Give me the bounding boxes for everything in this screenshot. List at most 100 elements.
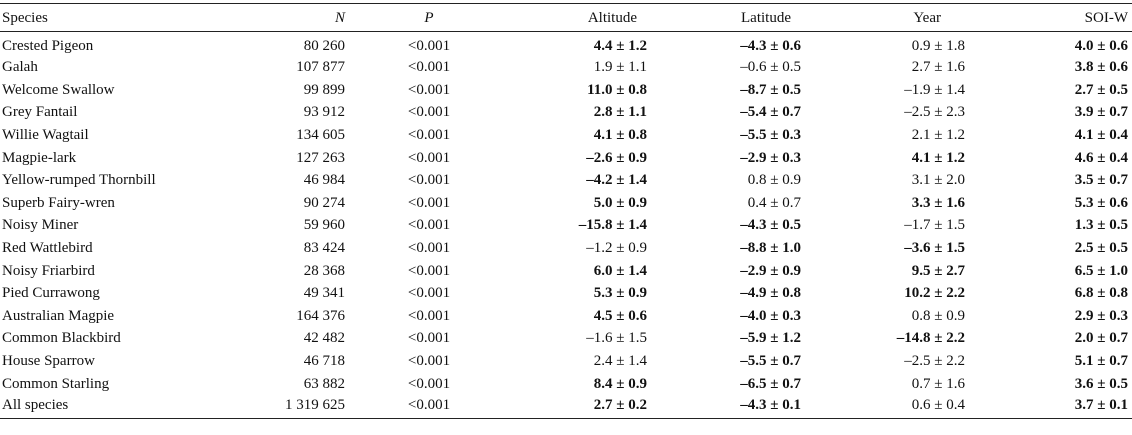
table-header: Species N P Altitude Latitude Year SOI-W (0, 3, 1132, 32)
cell-n: 164 376 (296, 307, 345, 324)
cell-year: 3.1 ± 2.0 (911, 172, 965, 189)
cell-species: Yellow-rumped Thornbill (2, 172, 156, 189)
cell-soi: 3.8 ± 0.6 (1074, 59, 1128, 76)
cell-species: Red Wattlebird (2, 240, 93, 257)
cell-soi: 4.0 ± 0.6 (1074, 38, 1128, 54)
header-year: Year (815, 3, 985, 32)
cell-p: <0.001 (407, 307, 451, 324)
cell-n: 63 882 (303, 375, 345, 392)
cell-latitude: –5.5 ± 0.7 (740, 353, 801, 370)
cell-n: 83 424 (303, 240, 345, 257)
cell-species: Grey Fantail (2, 104, 78, 121)
cell-p: <0.001 (407, 353, 451, 370)
header-latitude: Latitude (657, 3, 815, 32)
table-row: Superb Fairy-wren 90 274 <0.001 5.0 ± 0.9 0.… (0, 192, 1132, 215)
cell-altitude: 1.9 ± 1.1 (593, 59, 647, 76)
table-row: Willie Wagtail 134 605 <0.001 4.1 ± 0.8 –5.5… (0, 124, 1132, 147)
cell-species: Noisy Miner (2, 217, 79, 234)
header-soi: SOI-W (985, 3, 1132, 32)
cell-species: Noisy Friarbird (2, 262, 95, 279)
cell-p: <0.001 (407, 59, 451, 76)
cell-year: –1.9 ± 1.4 (904, 81, 965, 98)
cell-p: <0.001 (407, 285, 451, 302)
header-species: Species (0, 3, 210, 32)
cell-n: 49 341 (303, 285, 345, 302)
table-row: Common Starling 63 882 <0.001 8.4 ± 0.9 –6.5… (0, 372, 1132, 395)
header-n: N (210, 3, 355, 32)
cell-year: 2.1 ± 1.2 (911, 127, 965, 144)
table-row: All species 1 319 625 <0.001 2.7 ± 0.2 –4.3 … (0, 394, 1132, 419)
cell-latitude: –5.5 ± 0.3 (740, 127, 801, 144)
cell-p: <0.001 (407, 81, 451, 98)
cell-soi: 3.7 ± 0.1 (985, 394, 1132, 419)
cell-n: 134 605 (296, 127, 345, 144)
cell-altitude: 4.5 ± 0.6 (593, 307, 647, 324)
cell-soi: 6.8 ± 0.8 (1074, 285, 1128, 302)
cell-latitude: –4.9 ± 0.8 (740, 285, 801, 302)
cell-n: 99 899 (303, 81, 345, 98)
cell-year: –2.5 ± 2.3 (904, 104, 965, 121)
cell-species: All species (0, 394, 210, 419)
table-row: Red Wattlebird 83 424 <0.001 –1.2 ± 0.9 –8.8… (0, 237, 1132, 260)
cell-p: <0.001 (407, 240, 451, 257)
cell-p: <0.001 (407, 194, 451, 211)
cell-year: 4.1 ± 1.2 (911, 149, 965, 166)
cell-p: <0.001 (407, 38, 451, 54)
cell-n: 46 984 (303, 172, 345, 189)
cell-soi: 1.3 ± 0.5 (1074, 217, 1128, 234)
table-row: Noisy Friarbird 28 368 <0.001 6.0 ± 1.4 –2.9… (0, 259, 1132, 282)
cell-n: 59 960 (303, 217, 345, 234)
cell-latitude: –4.0 ± 0.3 (740, 307, 801, 324)
cell-soi: 4.1 ± 0.4 (1074, 127, 1128, 144)
cell-year: –1.7 ± 1.5 (904, 217, 965, 234)
cell-n: 28 368 (303, 262, 345, 279)
table-row: Pied Currawong 49 341 <0.001 5.3 ± 0.9 –4.9 … (0, 282, 1132, 305)
cell-p: <0.001 (407, 104, 451, 121)
cell-species: Common Blackbird (2, 330, 121, 347)
cell-soi: 3.6 ± 0.5 (1074, 375, 1128, 392)
cell-year: 0.6 ± 0.4 (815, 394, 985, 419)
cell-altitude: 4.1 ± 0.8 (593, 127, 647, 144)
table-row: Welcome Swallow 99 899 <0.001 11.0 ± 0.8 –8.… (0, 79, 1132, 102)
cell-latitude: –4.3 ± 0.6 (740, 38, 801, 54)
cell-species: Pied Currawong (2, 285, 100, 302)
cell-soi: 3.5 ± 0.7 (1074, 172, 1128, 189)
cell-latitude: –4.3 ± 0.5 (740, 217, 801, 234)
cell-latitude: –8.7 ± 0.5 (740, 81, 801, 98)
cell-p: <0.001 (407, 127, 451, 144)
cell-latitude: –2.9 ± 0.9 (740, 262, 801, 279)
cell-altitude: –1.2 ± 0.9 (586, 240, 647, 257)
table-row: Common Blackbird 42 482 <0.001 –1.6 ± 1.5 –5… (0, 327, 1132, 350)
table-row: Crested Pigeon 80 260 <0.001 4.4 ± 1.2 –4.3 … (0, 32, 1132, 57)
cell-n: 107 877 (296, 59, 345, 76)
cell-n: 90 274 (303, 194, 345, 211)
cell-species: Australian Magpie (2, 307, 115, 324)
cell-latitude: –0.6 ± 0.5 (740, 59, 801, 76)
cell-year: 0.7 ± 1.6 (911, 375, 965, 392)
table-row: House Sparrow 46 718 <0.001 2.4 ± 1.4 –5.5 ±… (0, 350, 1132, 373)
cell-latitude: 0.4 ± 0.7 (747, 194, 801, 211)
cell-species: Common Starling (2, 375, 110, 392)
cell-altitude: 2.4 ± 1.4 (593, 353, 647, 370)
cell-altitude: 5.3 ± 0.9 (593, 285, 647, 302)
cell-p: <0.001 (407, 172, 451, 189)
cell-altitude: 6.0 ± 1.4 (593, 262, 647, 279)
cell-latitude: –6.5 ± 0.7 (740, 375, 801, 392)
cell-species: House Sparrow (2, 353, 95, 370)
cell-altitude: 8.4 ± 0.9 (593, 375, 647, 392)
cell-year: 2.7 ± 1.6 (911, 59, 965, 76)
cell-species: Magpie-lark (2, 149, 77, 166)
cell-soi: 5.1 ± 0.7 (1074, 353, 1128, 370)
cell-soi: 2.0 ± 0.7 (1074, 330, 1128, 347)
cell-altitude: 5.0 ± 0.9 (593, 194, 647, 211)
cell-year: –14.8 ± 2.2 (896, 330, 965, 347)
cell-year: 9.5 ± 2.7 (911, 262, 965, 279)
cell-latitude: –2.9 ± 0.3 (740, 149, 801, 166)
cell-n: 1 319 625 (210, 394, 355, 419)
cell-species: Welcome Swallow (2, 81, 115, 98)
cell-year: 0.8 ± 0.9 (911, 307, 965, 324)
cell-p: <0.001 (407, 217, 451, 234)
cell-n: 42 482 (303, 330, 345, 347)
cell-altitude: –15.8 ± 1.4 (578, 217, 647, 234)
